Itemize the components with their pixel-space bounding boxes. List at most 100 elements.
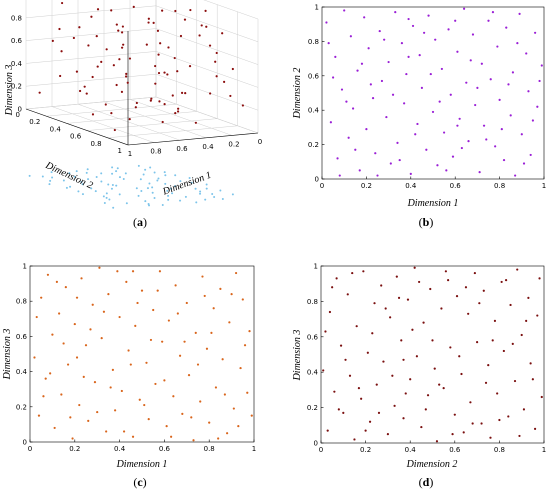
data-point [489, 78, 492, 81]
projection-point [142, 173, 145, 176]
x-tick-label: 0.8 [150, 148, 161, 156]
wall-gridline [155, 28, 259, 65]
data-point [181, 412, 184, 415]
floor-gridline [46, 103, 177, 117]
data-point [416, 122, 419, 126]
x-tick-label: 0.4 [202, 143, 214, 151]
projection-point [111, 184, 114, 187]
data-point [198, 34, 201, 37]
projection-point [167, 198, 170, 201]
data-point [511, 342, 514, 345]
data-point [534, 31, 537, 34]
data-point [156, 29, 160, 32]
data-point [433, 367, 436, 370]
data-point [480, 62, 483, 65]
projection-point [190, 181, 193, 184]
data-point [454, 19, 457, 22]
data-point [527, 90, 530, 93]
data-point [520, 133, 523, 136]
data-point [121, 46, 124, 49]
x-tick-label: 0.6 [449, 446, 461, 454]
data-point [340, 88, 344, 91]
data-point [149, 338, 153, 342]
data-point [82, 375, 85, 378]
projection-point [51, 176, 54, 179]
data-point [196, 363, 200, 366]
projection-point [156, 179, 159, 182]
data-point [395, 275, 398, 278]
y-tick-label: 0.6 [308, 72, 320, 80]
projection-point [102, 195, 105, 198]
x-tick-label: 0 [28, 445, 32, 453]
projection-point [75, 170, 78, 173]
data-point [55, 280, 58, 283]
data-point [520, 333, 523, 337]
data-point [326, 429, 329, 432]
data-point [75, 296, 79, 299]
projection-point [161, 203, 164, 206]
data-point [37, 414, 41, 417]
data-point [502, 349, 505, 353]
y-tick-label: 0 [16, 111, 20, 119]
data-point [464, 286, 468, 289]
data-point [91, 75, 94, 79]
data-point [355, 325, 358, 328]
data-point [136, 301, 139, 305]
data-point [205, 347, 209, 350]
data-point [364, 429, 367, 432]
panel-b-axes-frame [321, 6, 545, 180]
data-point [129, 363, 132, 366]
y-tick-label: 0.6 [70, 133, 82, 141]
data-point [100, 60, 103, 63]
data-point [178, 354, 182, 357]
data-point [360, 397, 363, 400]
data-point [96, 65, 99, 68]
panel-c-xlabel: Dimension 1 [116, 459, 168, 470]
x-tick-label: 0.2 [69, 445, 80, 453]
projection-point [211, 193, 214, 196]
data-point [58, 27, 61, 31]
data-point [234, 271, 238, 275]
data-point [353, 438, 356, 441]
data-point [115, 23, 118, 26]
data-point [485, 138, 488, 141]
panel-a-xlabel: Dimension 1 [160, 170, 212, 198]
projection-point [124, 172, 127, 175]
data-point [509, 114, 512, 117]
data-point [69, 416, 72, 419]
data-point [189, 8, 192, 12]
data-point [382, 360, 385, 363]
data-point [96, 410, 99, 414]
projection-point [115, 170, 118, 173]
data-point [337, 408, 340, 411]
data-point [143, 403, 146, 407]
projection-point [169, 187, 172, 190]
data-point [221, 358, 224, 361]
panel-b-points [325, 7, 543, 177]
x-tick-label: 0.8 [204, 445, 215, 453]
data-point [504, 279, 508, 282]
data-point [402, 417, 405, 420]
data-point [357, 387, 361, 390]
data-point [469, 401, 472, 404]
data-point [478, 302, 481, 305]
data-point [505, 26, 508, 29]
projection-point [49, 179, 52, 182]
data-point [480, 422, 483, 425]
data-point [348, 374, 352, 377]
data-point [384, 307, 387, 310]
caption-c-letter: c [137, 475, 143, 489]
data-point [343, 9, 346, 12]
data-point [166, 73, 169, 76]
data-point [91, 113, 95, 116]
data-point [122, 43, 125, 46]
data-point [507, 415, 510, 418]
data-point [204, 9, 207, 12]
data-point [391, 374, 394, 377]
data-point [383, 38, 386, 41]
data-point [496, 392, 499, 395]
data-point [149, 99, 152, 102]
data-point [482, 289, 485, 292]
data-point [498, 98, 501, 101]
data-point [469, 59, 472, 62]
